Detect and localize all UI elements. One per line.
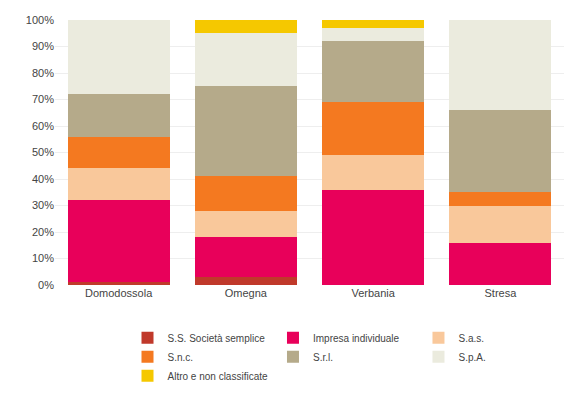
svg-text:S.S. Società semplice: S.S. Società semplice bbox=[168, 333, 266, 344]
svg-text:Omegna: Omegna bbox=[225, 287, 268, 299]
svg-text:70%: 70% bbox=[32, 93, 54, 105]
svg-text:90%: 90% bbox=[32, 40, 54, 52]
svg-text:0%: 0% bbox=[38, 279, 54, 291]
svg-text:80%: 80% bbox=[32, 67, 54, 79]
svg-text:50%: 50% bbox=[32, 146, 54, 158]
svg-text:Verbania: Verbania bbox=[351, 287, 395, 299]
svg-text:S.r.l.: S.r.l. bbox=[313, 352, 333, 363]
svg-text:30%: 30% bbox=[32, 199, 54, 211]
svg-text:Altro e non classificate: Altro e non classificate bbox=[168, 371, 268, 382]
svg-text:10%: 10% bbox=[32, 252, 54, 264]
svg-text:Impresa individuale: Impresa individuale bbox=[313, 333, 400, 344]
svg-text:100%: 100% bbox=[26, 14, 54, 26]
svg-text:S.p.A.: S.p.A. bbox=[458, 352, 485, 363]
svg-text:60%: 60% bbox=[32, 120, 54, 132]
svg-text:S.n.c.: S.n.c. bbox=[168, 352, 194, 363]
svg-text:40%: 40% bbox=[32, 173, 54, 185]
svg-text:Stresa: Stresa bbox=[484, 287, 517, 299]
svg-text:Domodossola: Domodossola bbox=[85, 287, 153, 299]
svg-text:S.a.s.: S.a.s. bbox=[458, 333, 484, 344]
svg-text:20%: 20% bbox=[32, 226, 54, 238]
